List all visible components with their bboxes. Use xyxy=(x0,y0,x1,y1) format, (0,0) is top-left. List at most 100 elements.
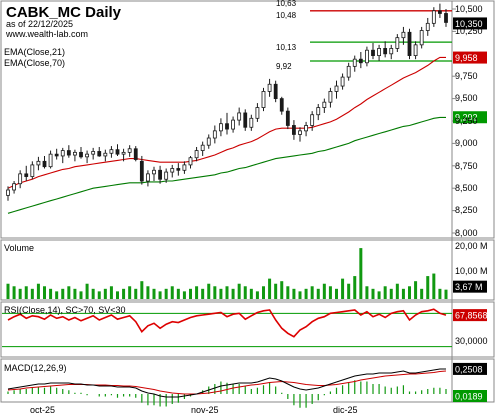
candle-down xyxy=(133,148,138,160)
volume-bar xyxy=(377,291,381,299)
volume-bar xyxy=(109,286,113,299)
volume-bar xyxy=(347,283,351,299)
volume-bar xyxy=(292,288,296,299)
candle-down xyxy=(24,173,29,177)
candle-up xyxy=(146,173,150,182)
candle-up xyxy=(316,107,321,116)
volume-bar xyxy=(152,288,156,299)
candle-down xyxy=(444,13,448,23)
last-price-tag-bg xyxy=(453,17,487,30)
volume-bar xyxy=(304,288,308,299)
volume-bar xyxy=(36,283,40,299)
candle-down xyxy=(383,48,388,55)
candle-up xyxy=(182,164,187,171)
candle-up xyxy=(365,49,369,64)
volume-bar xyxy=(195,286,199,299)
y-tick-label: 8,250 xyxy=(455,205,478,215)
candle-down xyxy=(285,110,290,126)
candle-up xyxy=(255,107,260,119)
y-tick-label: 8,000 xyxy=(455,228,478,238)
candle-up xyxy=(219,123,223,132)
candle-up xyxy=(401,31,406,39)
volume-bar xyxy=(140,281,144,299)
volume-bar xyxy=(213,286,217,299)
volume-bar xyxy=(158,291,162,299)
volume-title: Volume xyxy=(4,243,34,253)
y-tick-label: 9,000 xyxy=(455,138,478,148)
candle-up xyxy=(60,150,65,157)
volume-bar xyxy=(335,288,338,299)
rsi-y-tick: 30,0000 xyxy=(455,336,488,346)
volume-bar xyxy=(207,283,211,299)
y-tick-label: 9,500 xyxy=(455,93,478,103)
candle-up xyxy=(419,30,424,46)
candle-down xyxy=(279,98,284,112)
ema70-line xyxy=(7,116,446,214)
volume-bar xyxy=(164,288,168,299)
volume-bar xyxy=(134,288,138,299)
volume-bar xyxy=(116,291,119,299)
website-label: www.wealth-lab.com xyxy=(5,29,88,39)
candle-down xyxy=(438,10,442,14)
volume-bar xyxy=(438,288,442,299)
candle-up xyxy=(30,164,35,177)
level-label-support-1: 10,13 xyxy=(276,43,297,52)
macd-hist-value-tag: 0,0189 xyxy=(455,392,483,402)
candle-down xyxy=(292,125,296,135)
y-tick-label: 10,250 xyxy=(455,26,483,36)
y-tick-label: 10,500 xyxy=(455,4,483,14)
volume-bar xyxy=(79,291,83,299)
rsi-title: RSI(Close,14), SC>70, SV<30 xyxy=(4,305,126,315)
x-tick-label: oct-25 xyxy=(30,405,55,415)
price-panel-frame xyxy=(0,0,495,239)
candle-up xyxy=(152,169,156,175)
volume-bar xyxy=(18,288,22,299)
y-tick-label: 8,750 xyxy=(455,161,478,171)
level-label-top: 10,63 xyxy=(276,0,297,8)
candle-up xyxy=(36,160,41,166)
legend-ema70: EMA(Close,70) xyxy=(4,58,65,68)
candle-up xyxy=(103,152,108,157)
last-price-tag: 10,350 xyxy=(455,19,483,29)
volume-bar xyxy=(401,288,405,299)
volume-bar xyxy=(328,286,332,299)
volume-bar xyxy=(365,286,369,299)
volume-bar xyxy=(12,286,16,299)
volume-bar xyxy=(67,286,71,299)
candle-up xyxy=(267,83,272,92)
macd-value-tag-bg xyxy=(453,362,487,375)
volume-bar xyxy=(201,288,205,299)
candle-up xyxy=(425,22,430,31)
volume-bar xyxy=(359,248,363,299)
candle-up xyxy=(109,149,114,154)
candle-up xyxy=(340,76,345,87)
macd-hist-value-tag-bg xyxy=(453,390,487,402)
rsi-panel-frame xyxy=(0,301,495,358)
macd-title: MACD(12,26,9) xyxy=(4,363,67,373)
volume-bar xyxy=(322,283,326,299)
volume-bar xyxy=(24,286,28,299)
candle-up xyxy=(200,144,205,151)
ema70-value-tag-bg xyxy=(453,111,487,124)
volume-bar xyxy=(103,288,107,299)
candle-down xyxy=(273,83,278,100)
volume-bar xyxy=(255,291,259,299)
volume-bar xyxy=(231,288,235,299)
volume-bar xyxy=(316,288,320,299)
volume-bar xyxy=(444,289,448,299)
legend-ema21: EMA(Close,21) xyxy=(4,47,65,57)
candle-down xyxy=(243,112,248,128)
volume-bar xyxy=(176,288,180,299)
candle-up xyxy=(298,130,302,135)
volume-bar xyxy=(426,276,430,299)
candle-up xyxy=(346,65,351,78)
volume-bar xyxy=(122,288,126,299)
volume-bar xyxy=(395,283,399,299)
ema70-value-tag: 9,292 xyxy=(455,113,478,123)
volume-bar xyxy=(353,276,357,299)
rsi-value-tag: 67,8568 xyxy=(455,311,488,321)
candle-up xyxy=(413,44,418,56)
candle-up xyxy=(334,85,339,92)
volume-bar xyxy=(280,281,284,299)
